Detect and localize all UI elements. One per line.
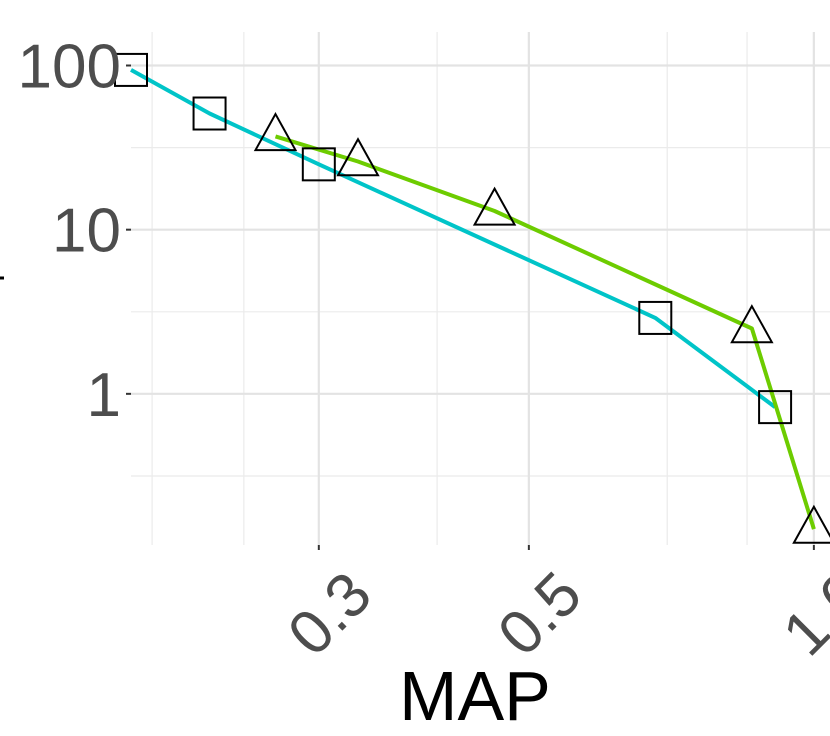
y-tick-label: 1 xyxy=(87,361,121,430)
square-marker xyxy=(192,96,227,131)
series-markers xyxy=(114,52,830,544)
triangle-marker xyxy=(253,112,298,152)
x-tick-label: 1.0 xyxy=(770,559,830,669)
axis-ticks xyxy=(126,64,815,550)
x-tick-label: 0.3 xyxy=(275,559,385,669)
series-line-triangle xyxy=(274,134,816,530)
x-tick-label: 0.5 xyxy=(485,559,595,669)
y-tick-labels: 100 10 1 xyxy=(18,33,121,430)
triangle-marker xyxy=(472,186,517,226)
triangle-marker xyxy=(730,304,774,344)
x-tick-labels: 0.3 0.5 1.0 xyxy=(275,559,830,669)
x-axis-title: MAP xyxy=(399,657,551,735)
major-gridlines xyxy=(131,32,830,545)
series-lines xyxy=(130,68,816,530)
square-marker xyxy=(638,300,673,335)
square-marker xyxy=(301,147,336,182)
minor-gridlines xyxy=(131,32,830,545)
y-tick-label: 100 xyxy=(18,33,121,102)
triangle-marker xyxy=(336,137,380,177)
square-marker xyxy=(114,52,148,87)
triangle-marker xyxy=(792,504,830,544)
square-marker xyxy=(758,390,793,425)
series-line-square xyxy=(130,68,777,409)
y-tick-label: 10 xyxy=(52,197,121,266)
